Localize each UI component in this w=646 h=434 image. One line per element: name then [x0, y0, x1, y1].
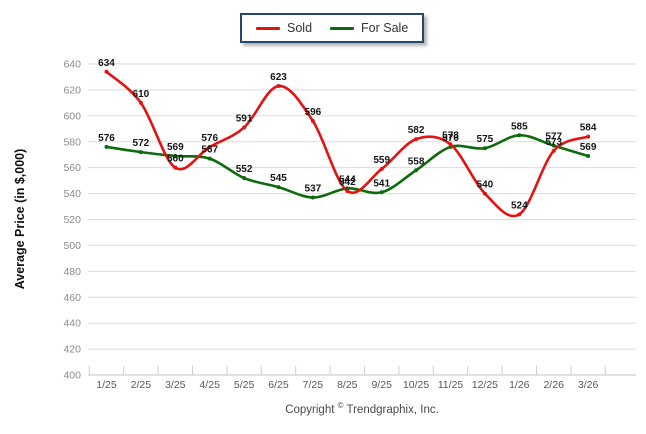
x-tick-label: 6/25 [268, 379, 289, 391]
data-point [482, 191, 487, 196]
for-sale-line-swatch [330, 26, 355, 30]
x-tick-label: 10/25 [403, 379, 429, 391]
y-tick-label: 420 [63, 344, 81, 356]
data-point [482, 146, 487, 151]
data-point [310, 195, 315, 200]
x-tick-label: 3/25 [165, 379, 186, 391]
x-tick-label: 1/25 [96, 379, 117, 391]
data-point [517, 212, 522, 217]
data-point-label: 524 [511, 200, 528, 211]
x-tick-label: 9/25 [371, 379, 392, 391]
data-point-label: 584 [580, 123, 597, 134]
data-point-label: 576 [201, 133, 218, 144]
y-tick-label: 440 [63, 318, 81, 330]
y-tick-label: 500 [63, 240, 81, 252]
data-point-label: 578 [442, 130, 459, 141]
data-point-label: 567 [201, 145, 218, 156]
data-point [517, 133, 522, 138]
data-point [310, 119, 315, 124]
data-point [138, 150, 143, 155]
data-point [242, 176, 247, 181]
chart-legend: Sold For Sale [240, 13, 425, 43]
data-point-label: 560 [167, 154, 184, 165]
copyright-text: Copyright © Trendgraphix, Inc. [88, 401, 636, 416]
copyright-word: Copyright [285, 403, 335, 416]
data-point [173, 154, 178, 159]
y-tick-label: 400 [63, 370, 81, 382]
x-tick-label: 5/25 [234, 379, 255, 391]
data-point-label: 585 [511, 121, 528, 132]
data-point [414, 137, 419, 142]
x-tick-label: 3/26 [578, 379, 599, 391]
x-tick-label: 7/25 [303, 379, 324, 391]
data-point [345, 188, 350, 193]
data-point [276, 84, 281, 89]
data-point [379, 190, 384, 195]
data-point [448, 142, 453, 147]
copyright-company: Trendgraphix, Inc. [346, 403, 439, 416]
data-point [414, 168, 419, 173]
data-point [138, 100, 143, 105]
data-point [551, 148, 556, 153]
legend-item-for-sale: For Sale [330, 21, 408, 35]
y-tick-label: 460 [63, 292, 81, 304]
legend-label-sold: Sold [287, 21, 313, 35]
data-point-label: 569 [167, 142, 184, 153]
data-point-label: 610 [133, 89, 150, 100]
data-point [276, 185, 281, 190]
x-tick-label: 8/25 [337, 379, 358, 391]
data-point-label: 544 [339, 174, 356, 185]
data-point [207, 144, 212, 149]
y-tick-label: 540 [63, 188, 81, 200]
x-tick-label: 2/26 [543, 379, 564, 391]
data-point-label: 582 [408, 125, 425, 136]
y-tick-label: 640 [63, 59, 81, 71]
data-point-label: 575 [477, 134, 494, 145]
x-tick-label: 11/25 [438, 379, 464, 391]
data-point-label: 540 [477, 180, 494, 191]
x-tick-label: 4/25 [199, 379, 220, 391]
data-point-label: 541 [373, 178, 390, 189]
data-point-label: 545 [270, 173, 287, 184]
data-point-label: 634 [98, 58, 115, 69]
data-point [242, 125, 247, 130]
data-point-label: 591 [236, 113, 253, 124]
data-point [586, 154, 591, 159]
y-tick-label: 480 [63, 266, 81, 278]
data-point [586, 134, 591, 139]
data-point-label: 552 [236, 164, 253, 175]
data-point [104, 69, 109, 74]
data-point [379, 166, 384, 171]
data-point [551, 143, 556, 148]
data-point [207, 156, 212, 161]
sold-line-swatch [256, 26, 280, 30]
data-point-label: 623 [270, 72, 287, 83]
data-point-label: 558 [408, 156, 425, 167]
data-point-label: 577 [545, 132, 562, 143]
x-tick-label: 12/25 [472, 379, 498, 391]
copyright-symbol: © [337, 401, 344, 410]
data-point-label: 576 [442, 133, 459, 144]
data-point-label: 576 [98, 133, 115, 144]
y-tick-label: 560 [63, 162, 81, 174]
data-point-label: 572 [133, 138, 150, 149]
y-tick-label: 600 [63, 110, 81, 122]
data-point-label: 559 [373, 155, 390, 166]
data-point-label: 537 [305, 183, 322, 194]
y-tick-label: 620 [63, 84, 81, 96]
data-point [104, 144, 109, 149]
data-point-label: 542 [339, 177, 356, 188]
legend-label-for-sale: For Sale [361, 21, 409, 35]
data-point-label: 573 [545, 137, 562, 148]
x-tick-label: 1/26 [509, 379, 530, 391]
y-tick-label: 520 [63, 214, 81, 226]
x-tick-label: 2/25 [131, 379, 152, 391]
data-point [173, 165, 178, 170]
legend-item-sold: Sold [256, 21, 312, 35]
data-point-label: 596 [305, 107, 322, 118]
data-point-label: 569 [580, 142, 597, 153]
y-tick-label: 580 [63, 136, 81, 148]
